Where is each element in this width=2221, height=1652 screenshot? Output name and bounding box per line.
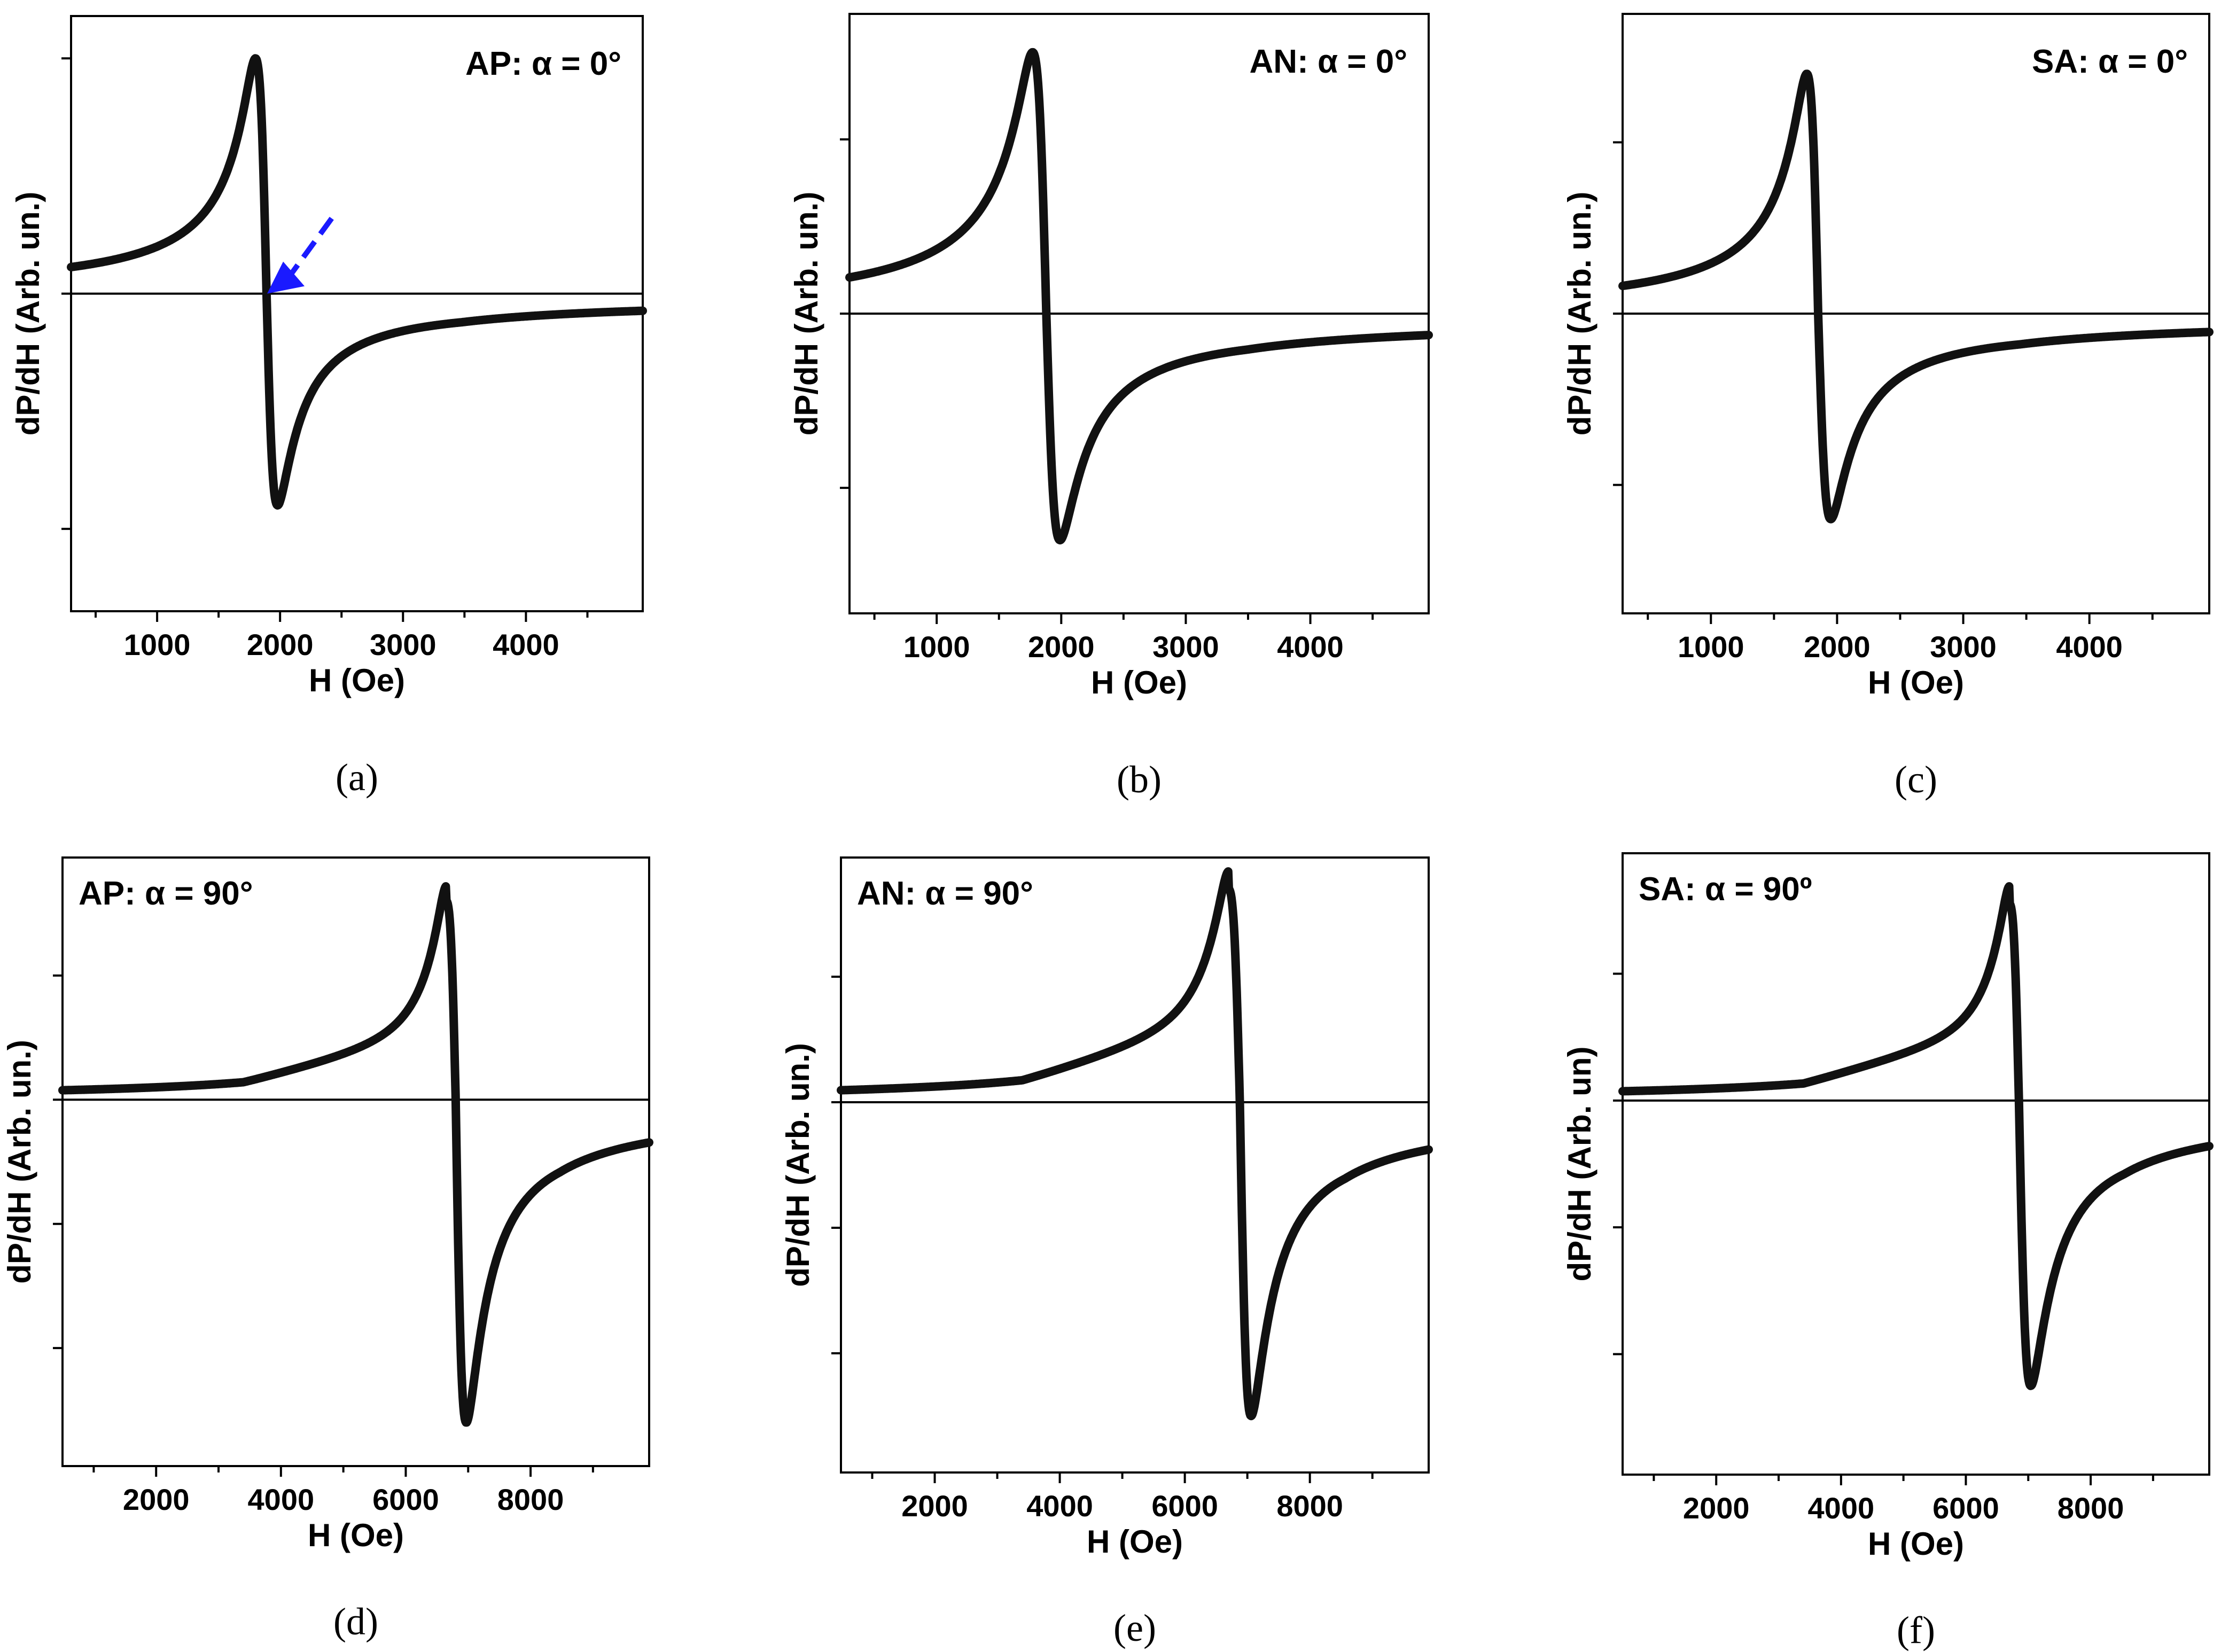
panel-a: AP: α = 0° H (Oe) dP/dH (Arb. un.) (a) 1…: [10, 15, 647, 799]
annotation-b: AN: α = 0°: [1250, 43, 1407, 80]
ylabel-f: dP/dH (Arb. un): [1562, 1047, 1597, 1282]
annotation-f: SA: α = 90º: [1639, 871, 1812, 908]
fmr-curve: [837, 867, 1433, 1421]
ylabel-a: dP/dH (Arb. un.): [10, 192, 46, 436]
x-tick-label: 6000: [1151, 1489, 1218, 1523]
panel-b: AN: α = 0° H (Oe) dP/dH (Arb. un.) (b) 1…: [789, 13, 1433, 801]
plot-frame: [61, 856, 650, 1467]
x-tick-label: 1000: [903, 630, 970, 664]
xlabel-f: H (Oe): [1868, 1526, 1964, 1562]
x-tick-label: 4000: [1277, 630, 1344, 664]
x-tick-label: 6000: [1932, 1491, 1999, 1525]
arrow-head-icon: [267, 261, 305, 294]
x-tick-label: 4000: [1026, 1489, 1093, 1523]
x-tick-label: 4000: [2056, 630, 2123, 664]
annotation-a: AP: α = 0°: [465, 45, 621, 82]
ylabel-b: dP/dH (Arb. un.): [789, 192, 824, 436]
fmr-curve: [67, 54, 647, 510]
x-tick-label: 2000: [1804, 630, 1871, 664]
ylabel-c: dP/dH (Arb. un.): [1562, 192, 1597, 436]
fmr-curve: [1618, 69, 2214, 524]
panel-d: AP: α = 90° H (Oe) dP/dH (Arb. un.) (d) …: [2, 856, 653, 1643]
xlabel-c: H (Oe): [1868, 665, 1964, 700]
panel-c: SA: α = 0° H (Oe) dP/dH (Arb. un.) (c) 1…: [1562, 13, 2214, 801]
x-tick-label: 2000: [123, 1483, 190, 1516]
ylabel-e: dP/dH (Arb. un.): [780, 1043, 816, 1287]
xlabel-a: H (Oe): [309, 663, 405, 698]
plot-frame: [840, 856, 1430, 1474]
caption-b: (b): [1117, 758, 1162, 801]
x-tick-label: 3000: [1152, 630, 1219, 664]
fmr-curve: [845, 48, 1433, 544]
x-tick-label: 1000: [1678, 630, 1744, 664]
caption-e: (e): [1113, 1607, 1156, 1649]
panel-f: SA: α = 90º H (Oe) dP/dH (Arb. un) (f) 2…: [1562, 852, 2214, 1651]
annotation-c: SA: α = 0°: [2032, 43, 2188, 80]
panel-e: AN: α = 90° H (Oe) dP/dH (Arb. un.) (e) …: [780, 856, 1433, 1649]
x-tick-label: 3000: [370, 628, 437, 661]
caption-f: (f): [1897, 1609, 1935, 1651]
annotation-d: AP: α = 90°: [79, 875, 253, 912]
x-tick-label: 2000: [1683, 1491, 1750, 1525]
x-tick-label: 3000: [1930, 630, 1997, 664]
arrow-shaft: [286, 216, 334, 279]
xlabel-d: H (Oe): [308, 1517, 404, 1553]
xlabel-e: H (Oe): [1087, 1524, 1183, 1560]
x-tick-label: 4000: [1808, 1491, 1875, 1525]
fmr-curve: [58, 882, 653, 1427]
x-tick-label: 8000: [2058, 1491, 2124, 1525]
x-tick-label: 4000: [493, 628, 559, 661]
xlabel-b: H (Oe): [1091, 665, 1187, 700]
x-tick-label: 6000: [372, 1483, 439, 1516]
fmr-curve: [1618, 882, 2214, 1390]
ylabel-d: dP/dH (Arb. un.): [2, 1040, 37, 1284]
caption-c: (c): [1895, 758, 1937, 801]
x-tick-label: 8000: [1276, 1489, 1343, 1523]
plot-frame: [1622, 852, 2210, 1476]
caption-a: (a): [336, 756, 378, 799]
x-tick-label: 2000: [247, 628, 314, 661]
annotation-e: AN: α = 90°: [857, 875, 1033, 912]
x-tick-label: 2000: [1028, 630, 1095, 664]
caption-d: (d): [333, 1600, 378, 1643]
x-tick-label: 1000: [124, 628, 191, 661]
x-tick-label: 2000: [901, 1489, 968, 1523]
x-tick-label: 4000: [248, 1483, 315, 1516]
x-tick-label: 8000: [497, 1483, 564, 1516]
